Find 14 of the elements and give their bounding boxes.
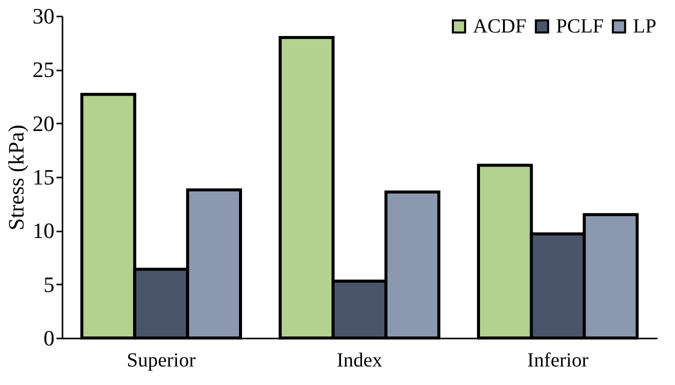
y-tick-label: 20 (32, 110, 54, 136)
legend-label: ACDF (473, 15, 526, 38)
y-tick-label: 25 (32, 57, 54, 82)
legend-label: PCLF (556, 15, 604, 38)
x-tick-label: Index (336, 350, 382, 372)
y-tick-label: 30 (32, 4, 54, 28)
y-tick-label: 15 (32, 164, 54, 190)
y-tick-label: 5 (44, 272, 54, 297)
y-tick-label: 0 (44, 326, 54, 350)
legend-label: LP (633, 15, 656, 38)
y-tick-label: 10 (32, 218, 54, 244)
x-tick-label: Superior (126, 350, 196, 372)
y-axis-title: Stress (kPa) (4, 124, 28, 230)
x-tick-label: Inferior (527, 350, 589, 372)
